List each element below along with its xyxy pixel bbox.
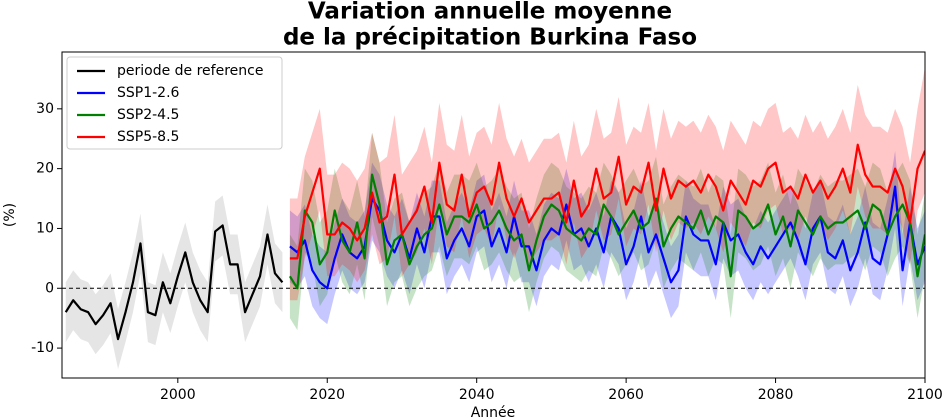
y-tick-label: 10 <box>36 220 54 236</box>
series-line <box>64 224 284 341</box>
x-tick-label: 2080 <box>758 387 794 403</box>
y-tick-label: 30 <box>36 101 54 117</box>
y-tick-label: 20 <box>36 161 54 177</box>
legend-label: SSP2-4.5 <box>117 107 179 123</box>
series-line <box>288 173 925 290</box>
lines <box>62 143 925 341</box>
legend-label: SSP5-8.5 <box>117 129 179 145</box>
chart-title: de la précipitation Burkina Faso <box>283 25 697 51</box>
y-tick-label: 0 <box>45 280 54 296</box>
chart-title: Variation annuelle moyenne <box>308 0 672 25</box>
band <box>289 66 925 301</box>
axes: -10 0 10 20 30 2000 2020 2040 2060 2080 2100 <box>31 101 943 403</box>
x-tick-label: 2020 <box>309 387 345 403</box>
band <box>65 195 283 370</box>
y-axis-label: (%) <box>2 203 18 227</box>
x-tick-label: 2060 <box>608 387 644 403</box>
x-tick-label: 2040 <box>459 387 495 403</box>
plot-frame <box>61 51 926 379</box>
legend-label: periode de reference <box>117 63 263 79</box>
legend: periode de reference SSP1-2.6 SSP2-4.5 SSP5… <box>66 56 283 150</box>
x-tick-label: 2100 <box>907 387 943 403</box>
y-tick-label: -10 <box>31 340 54 356</box>
x-tick-label: 2000 <box>160 387 196 403</box>
legend-label: SSP1-2.6 <box>117 85 180 101</box>
legend-box <box>66 56 283 150</box>
series-line <box>289 143 925 260</box>
x-axis-label: Année <box>471 405 516 418</box>
